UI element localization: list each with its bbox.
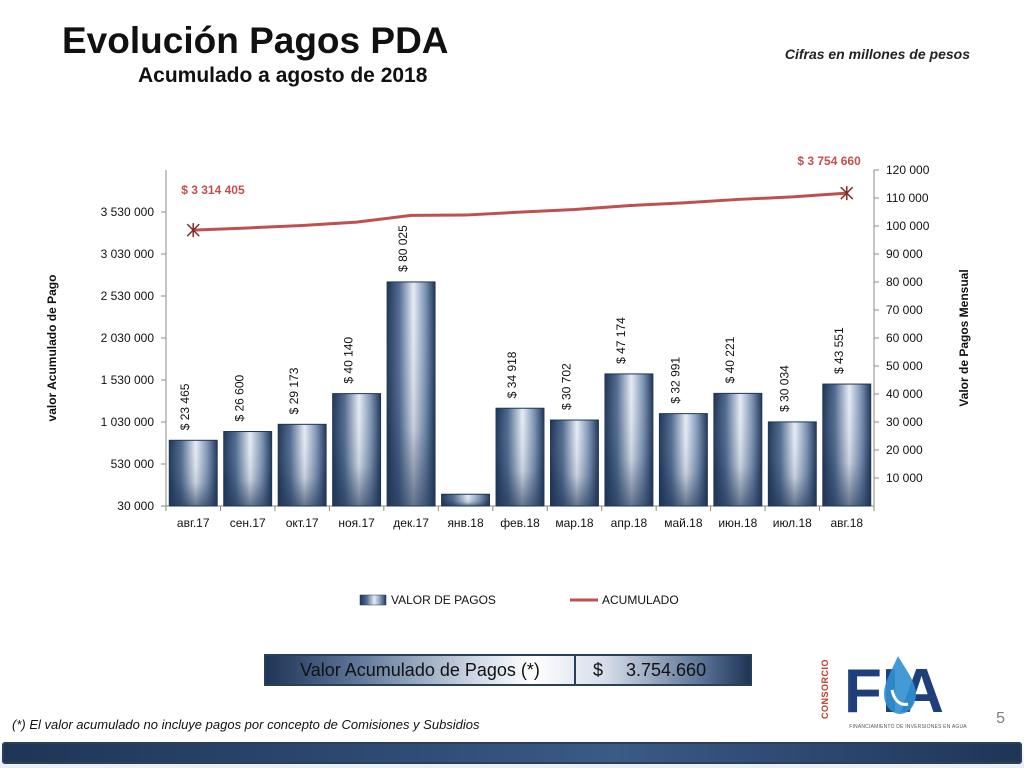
left-axis-tick-label: 530 000: [111, 457, 155, 471]
footer-bar: [2, 742, 1022, 764]
x-axis-tick-label: авг.17: [177, 516, 210, 530]
bar-data-label: $ 40 140: [342, 337, 356, 384]
bar-shade: [223, 431, 272, 506]
slide-title: Evolución Pagos PDA: [62, 20, 449, 61]
bar-shade: [822, 384, 871, 506]
right-axis-tick-label: 120 000: [886, 163, 930, 177]
right-axis-tick-label: 20 000: [886, 443, 923, 457]
bar-shade: [659, 413, 708, 506]
summary-currency: $: [592, 659, 603, 680]
logo-vertical-text: CONSORCIO: [820, 659, 830, 720]
line-acumulado: [193, 191, 847, 232]
bar-data-label: $ 43 551: [832, 327, 846, 374]
left-axis-title: valor Acumulado de Pago: [45, 275, 59, 422]
bar-shade: [550, 420, 599, 506]
fia-logo-mark: FIA: [844, 656, 944, 722]
x-axis-tick-label: фев.18: [500, 516, 540, 530]
logo-caption: FINANCIAMIENTO DE INVERSIONES EN AGUA: [849, 724, 967, 730]
x-axis-tick-label: авг.18: [830, 516, 863, 530]
left-axis-tick-label: 30 000: [117, 499, 154, 513]
left-axis-tick-label: 2 530 000: [101, 289, 155, 303]
left-axis-tick-label: 3 030 000: [101, 247, 155, 261]
page-number: 5: [996, 710, 1005, 727]
summary-label: Valor Acumulado de Pagos (*): [266, 656, 576, 684]
bar-shade: [387, 281, 436, 506]
right-axis-tick-label: 10 000: [886, 471, 923, 485]
legend-swatch-valor-de-pagos: [359, 594, 387, 606]
x-axis-tick-label: ноя.17: [338, 516, 375, 530]
right-axis-tick-label: 90 000: [886, 247, 923, 261]
water-drop-icon: [884, 656, 916, 714]
x-axis-tick-label: апр.18: [611, 516, 648, 530]
bar-shade: [496, 408, 544, 506]
bar-data-label: $ 30 702: [559, 363, 573, 410]
slide-subtitle: Acumulado a agosto de 2018: [138, 64, 428, 87]
right-axis-tick-label: 60 000: [886, 331, 923, 345]
footnote: (*) El valor acumulado no incluye pagos …: [12, 717, 480, 732]
legend-label-acumulado: ACUMULADO: [602, 593, 679, 607]
legend-label-valor-de-pagos: VALOR DE PAGOS: [391, 593, 496, 607]
accumulated-summary-box: Valor Acumulado de Pagos (*) $ 3.754.660: [264, 654, 752, 686]
right-axis-tick-label: 70 000: [886, 303, 923, 317]
right-axis-tick-label: 30 000: [886, 415, 923, 429]
bar-data-label: $ 26 600: [233, 374, 247, 421]
bar-data-label: $ 34 918: [505, 351, 519, 398]
bar-shade: [768, 421, 817, 506]
bar-data-label: $ 47 174: [614, 317, 628, 364]
acumulado-marker: [840, 186, 854, 201]
fia-logo: CONSORCIO FIA FINANCIAMIENTO DE INVERSIO…: [820, 650, 970, 738]
bar-shade: [604, 373, 653, 506]
right-axis-tick-label: 110 000: [886, 191, 929, 205]
left-axis-tick-label: 2 030 000: [101, 331, 155, 345]
right-axis-tick-label: 80 000: [886, 275, 923, 289]
bar-shade: [169, 440, 218, 506]
units-note: Cifras en millones de pesos: [784, 46, 970, 62]
bar-data-label: $ 29 173: [287, 367, 301, 414]
bar-shade: [332, 393, 381, 506]
x-axis-tick-label: янв.18: [447, 516, 484, 530]
right-axis-tick-label: 100 000: [886, 219, 930, 233]
bar-data-label: $ 80 025: [396, 225, 410, 272]
acumulado-first-label: $ 3 314 405: [181, 183, 245, 197]
right-axis-tick-label: 50 000: [886, 359, 923, 373]
bar-shade: [713, 393, 762, 506]
left-axis-tick-label: 3 530 000: [101, 205, 155, 219]
drop-highlight: [890, 689, 909, 706]
acumulado-marker: [186, 223, 200, 238]
x-axis-tick-label: июл.18: [773, 516, 812, 530]
x-axis-tick-label: май.18: [664, 516, 703, 530]
left-axis-tick-label: 1 530 000: [101, 373, 155, 387]
summary-value: 3.754.660: [626, 659, 707, 680]
bar-data-label: $ 30 034: [777, 365, 791, 412]
right-axis-tick-label: 40 000: [886, 387, 923, 401]
x-axis-tick-label: дек.17: [393, 516, 429, 530]
acumulado-last-label: $ 3 754 660: [797, 154, 861, 168]
x-axis-tick-label: сен.17: [230, 516, 266, 530]
left-axis-tick-label: 1 030 000: [101, 415, 155, 429]
x-axis-tick-label: июн.18: [718, 516, 757, 530]
x-axis-tick-label: окт.17: [286, 516, 319, 530]
right-axis-title: Valor de Pagos Mensual: [957, 269, 971, 406]
x-axis-tick-label: мар.18: [555, 516, 594, 530]
bar-data-label: $ 32 991: [668, 357, 682, 404]
bar-shade: [278, 424, 327, 506]
bar-data-label: $ 40 221: [723, 336, 737, 383]
bar-shade: [441, 494, 490, 506]
bar-data-label: $ 23 465: [178, 383, 192, 430]
